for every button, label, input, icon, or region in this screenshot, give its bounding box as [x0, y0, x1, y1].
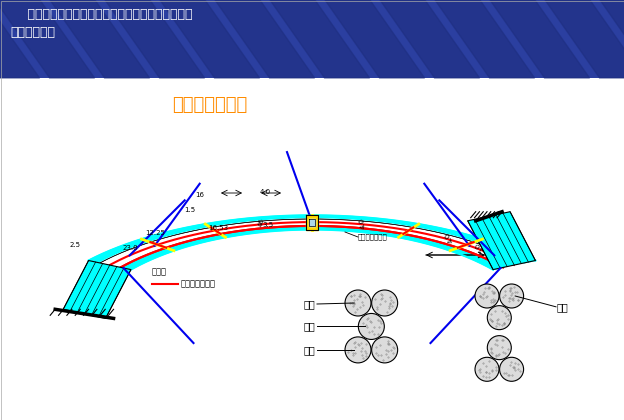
Polygon shape — [435, 0, 535, 78]
Text: 上、中环断隔处: 上、中环断隔处 — [181, 279, 216, 289]
Text: 5.0: 5.0 — [474, 241, 485, 253]
Polygon shape — [110, 222, 514, 267]
Text: 12.25: 12.25 — [145, 230, 165, 236]
Polygon shape — [121, 226, 503, 270]
Polygon shape — [89, 215, 535, 263]
Text: 16: 16 — [195, 192, 205, 198]
Circle shape — [487, 336, 511, 360]
Polygon shape — [490, 0, 590, 78]
Polygon shape — [545, 0, 624, 78]
Text: 3.5: 3.5 — [263, 222, 273, 228]
Circle shape — [500, 284, 524, 308]
Text: 图例：: 图例： — [152, 268, 167, 276]
Text: 16.53: 16.53 — [208, 225, 228, 231]
Text: 23.0: 23.0 — [122, 245, 138, 251]
Circle shape — [372, 290, 397, 316]
Polygon shape — [600, 0, 624, 78]
Text: 4.0: 4.0 — [260, 189, 271, 195]
Circle shape — [358, 313, 384, 339]
Bar — [0, 0, 624, 78]
Text: 46: 46 — [258, 218, 265, 228]
Polygon shape — [100, 219, 524, 265]
Polygon shape — [380, 0, 480, 78]
Circle shape — [500, 357, 524, 381]
Polygon shape — [309, 219, 315, 226]
Text: 下环: 下环 — [303, 345, 315, 355]
Text: 2.5: 2.5 — [69, 242, 80, 248]
Polygon shape — [468, 212, 535, 270]
Polygon shape — [160, 0, 260, 78]
Circle shape — [475, 284, 499, 308]
Circle shape — [475, 357, 499, 381]
Polygon shape — [215, 0, 314, 78]
Polygon shape — [309, 219, 315, 226]
Text: 4.0: 4.0 — [443, 231, 454, 244]
Text: 主拱肋拆除采用斜拉挂扣缆索吊装的施工工艺，分
环分段进行。: 主拱肋拆除采用斜拉挂扣缆索吊装的施工工艺，分 环分段进行。 — [10, 8, 192, 39]
Polygon shape — [325, 0, 424, 78]
Polygon shape — [0, 0, 39, 78]
Text: 4.0: 4.0 — [358, 217, 366, 229]
Polygon shape — [306, 215, 318, 230]
Text: 中环: 中环 — [303, 321, 315, 331]
Polygon shape — [50, 0, 150, 78]
Polygon shape — [63, 260, 131, 318]
Text: 1.5: 1.5 — [185, 207, 195, 213]
Circle shape — [345, 290, 371, 316]
Polygon shape — [270, 0, 369, 78]
Circle shape — [372, 337, 397, 363]
Circle shape — [487, 306, 511, 330]
Text: 拱脚中心截面型: 拱脚中心截面型 — [358, 234, 388, 240]
Text: 拱圈分环示意图: 拱圈分环示意图 — [172, 96, 248, 114]
Text: 上环: 上环 — [557, 302, 568, 312]
Polygon shape — [105, 0, 205, 78]
Polygon shape — [0, 0, 95, 78]
Text: 上环: 上环 — [303, 299, 315, 309]
Circle shape — [345, 337, 371, 363]
